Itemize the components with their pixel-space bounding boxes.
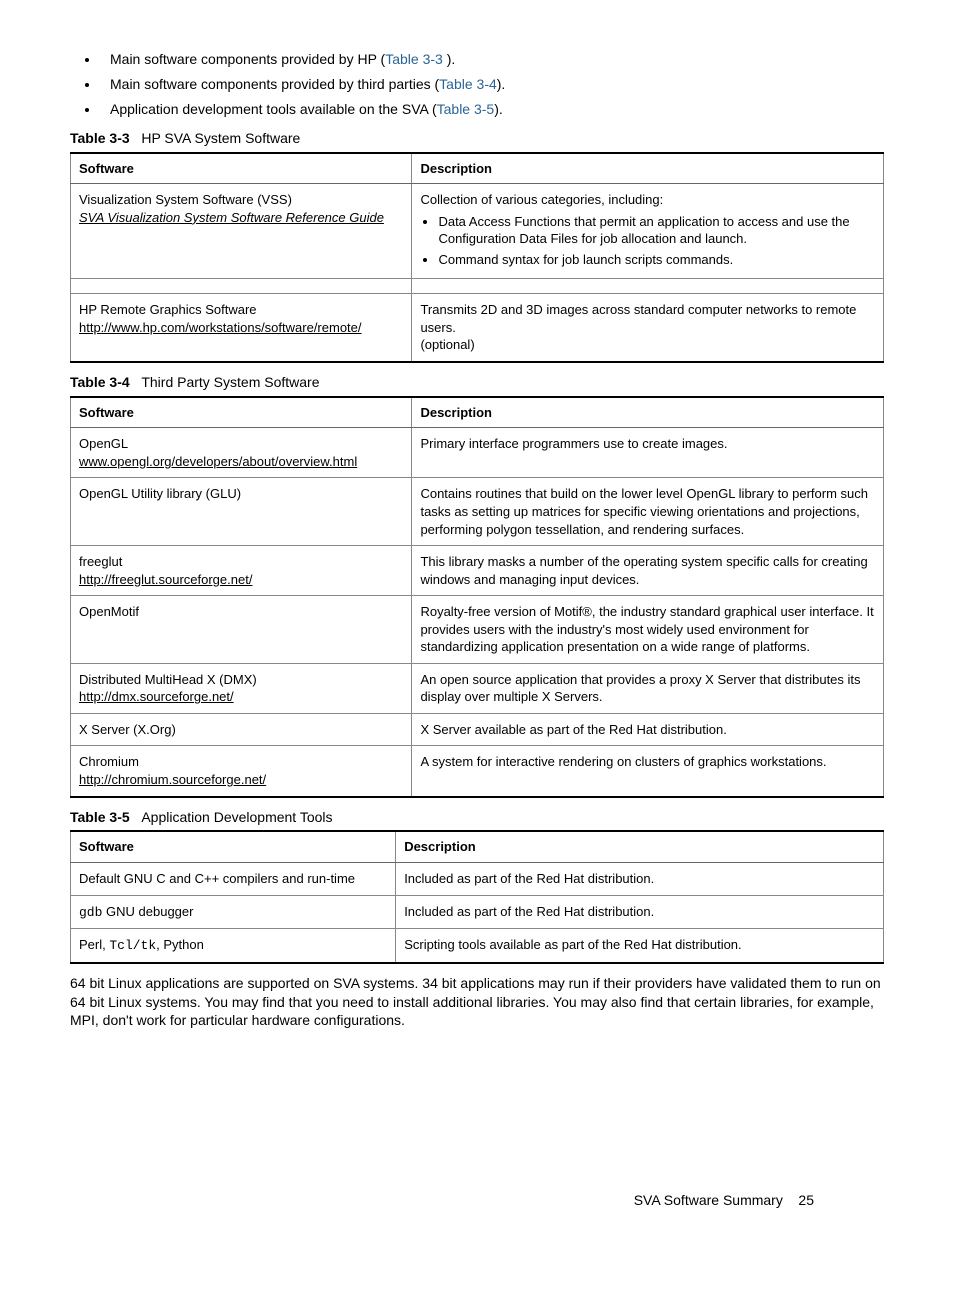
software-name: HP Remote Graphics Software [79,301,403,319]
table-row: gdb GNU debuggerIncluded as part of the … [71,895,884,929]
bullet-text: Main software components provided by HP … [110,51,385,67]
software-name: Distributed MultiHead X (DMX) [79,671,403,689]
table-xref[interactable]: Table 3-4 [439,76,497,92]
table-row: Default GNU C and C++ compilers and run-… [71,863,884,896]
caption-label: Table 3-5 [70,809,130,825]
caption-title: HP SVA System Software [141,130,300,146]
software-name: Perl, Tcl/tk, Python [71,929,396,963]
software-url-link[interactable]: www.opengl.org/developers/about/overview… [79,454,357,469]
page-footer: SVA Software Summary 25 [634,1191,814,1210]
software-name: OpenGL [79,435,403,453]
bullet-text: ). [494,101,503,117]
col-header-software: Software [71,153,412,184]
software-url-link[interactable]: http://chromium.sourceforge.net/ [79,772,266,787]
col-header-software: Software [71,831,396,862]
table-row: OpenMotif Royalty-free version of Motif®,… [71,596,884,664]
footer-title: SVA Software Summary [634,1192,783,1208]
software-url-link[interactable]: http://www.hp.com/workstations/software/… [79,320,362,335]
caption-label: Table 3-4 [70,374,130,390]
table-row: Visualization System Software (VSS) SVA … [71,184,884,279]
table-xref[interactable]: Table 3-5 [437,101,495,117]
table-row: freegluthttp://freeglut.sourceforge.net/… [71,546,884,596]
caption-title: Third Party System Software [141,374,319,390]
software-name: X Server (X.Org) [79,721,403,739]
bullet-item: Main software components provided by HP … [100,50,884,69]
bullet-text: Main software components provided by thi… [110,76,439,92]
bullet-item: Main software components provided by thi… [100,75,884,94]
page-number: 25 [798,1192,814,1208]
bullet-text: Application development tools available … [110,101,437,117]
col-header-description: Description [412,397,884,428]
software-name: freeglut [79,553,403,571]
table-xref[interactable]: Table 3-3 [385,51,443,67]
desc-bullet: Command syntax for job launch scripts co… [438,251,875,269]
bullet-item: Application development tools available … [100,100,884,119]
table-row: Distributed MultiHead X (DMX)http://dmx.… [71,663,884,713]
desc-text: An open source application that provides… [412,663,884,713]
software-name: gdb GNU debugger [71,895,396,929]
desc-text: Collection of various categories, includ… [420,191,875,209]
col-header-description: Description [396,831,884,862]
desc-text: Royalty-free version of Motif®, the indu… [412,596,884,664]
software-url-link[interactable]: http://freeglut.sourceforge.net/ [79,572,252,587]
desc-text: A system for interactive rendering on cl… [412,746,884,797]
caption-label: Table 3-3 [70,130,130,146]
table-row: HP Remote Graphics Software http://www.h… [71,294,884,362]
table-row: OpenGL Utility library (GLU) Contains rou… [71,478,884,546]
software-name: OpenMotif [79,603,403,621]
software-name: Default GNU C and C++ compilers and run-… [71,863,396,896]
table-3-4: Software Description OpenGLwww.opengl.or… [70,396,884,798]
table-3-5-caption: Table 3-5 Application Development Tools [70,808,884,827]
table-row: OpenGLwww.opengl.org/developers/about/ov… [71,428,884,478]
table-3-3: Software Description Visualization Syste… [70,152,884,363]
desc-bullet: Data Access Functions that permit an app… [438,213,875,248]
caption-title: Application Development Tools [141,809,332,825]
table-3-4-caption: Table 3-4 Third Party System Software [70,373,884,392]
spacer-row [71,279,884,294]
bullet-text: ). [443,51,455,67]
desc-text: Included as part of the Red Hat distribu… [396,895,884,929]
software-url-link[interactable]: http://dmx.sourceforge.net/ [79,689,234,704]
table-3-3-caption: Table 3-3 HP SVA System Software [70,129,884,148]
desc-text: Included as part of the Red Hat distribu… [396,863,884,896]
software-ref-link[interactable]: SVA Visualization System Software Refere… [79,210,384,225]
desc-text: This library masks a number of the opera… [412,546,884,596]
desc-text: (optional) [420,336,875,354]
desc-text: Transmits 2D and 3D images across standa… [420,301,875,336]
table-3-5: Software Description Default GNU C and C… [70,830,884,963]
col-header-software: Software [71,397,412,428]
table-row: Perl, Tcl/tk, PythonScripting tools avai… [71,929,884,963]
table-row: X Server (X.Org) X Server available as pa… [71,713,884,746]
desc-text: Scripting tools available as part of the… [396,929,884,963]
intro-bullet-list: Main software components provided by HP … [100,50,884,119]
bullet-text: ). [497,76,506,92]
desc-text: Contains routines that build on the lowe… [412,478,884,546]
body-paragraph: 64 bit Linux applications are supported … [70,974,884,1031]
software-name: Chromium [79,753,403,771]
table-row: Chromiumhttp://chromium.sourceforge.net/… [71,746,884,797]
col-header-description: Description [412,153,884,184]
desc-text: Primary interface programmers use to cre… [412,428,884,478]
software-name: Visualization System Software (VSS) [79,191,403,209]
desc-text: X Server available as part of the Red Ha… [412,713,884,746]
software-name: OpenGL Utility library (GLU) [79,485,403,503]
